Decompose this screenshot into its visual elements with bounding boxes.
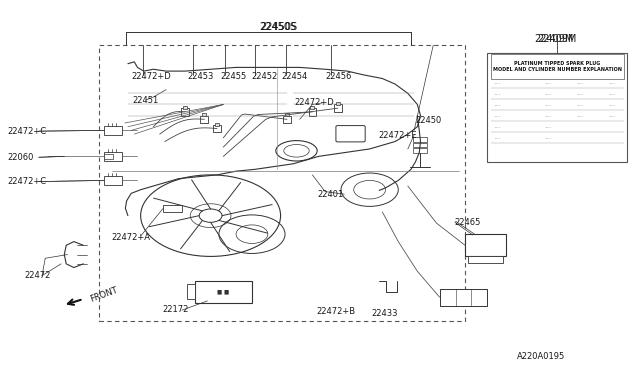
Text: 22472+C: 22472+C xyxy=(7,126,46,136)
Text: ---: --- xyxy=(545,103,552,107)
Text: ---: --- xyxy=(608,103,616,107)
Bar xyxy=(163,205,182,212)
Bar xyxy=(213,125,221,132)
Text: 22450S: 22450S xyxy=(259,22,296,32)
Bar xyxy=(104,154,113,158)
Text: 22472+C: 22472+C xyxy=(7,177,46,186)
Text: 22451: 22451 xyxy=(132,96,159,105)
Bar xyxy=(183,106,187,109)
Text: ---: --- xyxy=(545,81,552,85)
Bar xyxy=(468,256,503,263)
Bar xyxy=(413,142,427,147)
Text: 22455: 22455 xyxy=(221,72,247,81)
Text: ---: --- xyxy=(577,92,584,96)
Bar xyxy=(465,234,506,256)
Text: ---: --- xyxy=(493,137,501,141)
Text: 22452: 22452 xyxy=(252,72,278,81)
Bar xyxy=(334,105,342,112)
Text: 22454: 22454 xyxy=(282,72,308,81)
Text: FRONT: FRONT xyxy=(88,286,118,304)
Bar xyxy=(413,137,427,141)
Text: 22060: 22060 xyxy=(7,153,33,162)
Bar xyxy=(487,52,627,162)
Text: ---: --- xyxy=(577,81,584,85)
Text: 22472+A: 22472+A xyxy=(111,232,150,242)
Text: ---: --- xyxy=(577,114,584,118)
Bar xyxy=(308,108,316,116)
Text: 22450: 22450 xyxy=(415,116,442,125)
Bar xyxy=(285,113,289,116)
Text: 22465: 22465 xyxy=(455,218,481,227)
Text: 22409M: 22409M xyxy=(538,34,577,44)
Bar xyxy=(413,148,427,153)
Text: ---: --- xyxy=(493,81,501,85)
Text: ---: --- xyxy=(493,114,501,118)
Bar xyxy=(215,123,219,126)
Bar xyxy=(440,289,487,307)
Bar xyxy=(310,106,314,109)
Bar xyxy=(336,102,340,105)
Text: 22472+E: 22472+E xyxy=(378,131,417,140)
Bar xyxy=(490,54,624,78)
Text: 22401: 22401 xyxy=(317,190,344,199)
Bar xyxy=(200,116,208,123)
Text: ---: --- xyxy=(493,103,501,107)
Text: ---: --- xyxy=(493,125,501,129)
Text: 22472+D: 22472+D xyxy=(131,72,171,81)
Bar xyxy=(99,45,465,321)
Text: 22433: 22433 xyxy=(372,309,398,318)
Text: ---: --- xyxy=(608,81,616,85)
Text: ---: --- xyxy=(577,103,584,107)
Bar xyxy=(104,176,122,185)
Text: 22172: 22172 xyxy=(163,305,189,314)
Bar xyxy=(283,116,291,123)
Text: ---: --- xyxy=(608,114,616,118)
FancyBboxPatch shape xyxy=(336,126,365,142)
Text: ■ ■: ■ ■ xyxy=(217,289,230,294)
Text: ---: --- xyxy=(545,125,552,129)
Text: ---: --- xyxy=(608,92,616,96)
Text: 22453: 22453 xyxy=(188,72,214,81)
Text: ---: --- xyxy=(493,92,501,96)
Bar xyxy=(181,108,189,116)
Text: 22472+B: 22472+B xyxy=(316,307,355,316)
Bar xyxy=(104,152,122,161)
Bar xyxy=(195,280,252,303)
Text: ---: --- xyxy=(545,92,552,96)
Text: PLATINUM TIPPED SPARK PLUG
MODEL AND CYLINDER NUMBER EXPLANATION: PLATINUM TIPPED SPARK PLUG MODEL AND CYL… xyxy=(493,61,622,72)
Text: 22450S: 22450S xyxy=(260,22,297,32)
Bar xyxy=(104,126,122,135)
Text: ---: --- xyxy=(545,137,552,141)
Bar xyxy=(202,113,206,116)
Text: 22472: 22472 xyxy=(25,271,51,280)
Text: 22472+D: 22472+D xyxy=(294,99,334,108)
Text: ---: --- xyxy=(545,114,552,118)
Text: A220A0195: A220A0195 xyxy=(517,352,566,361)
Bar xyxy=(187,284,195,299)
Text: 22409M: 22409M xyxy=(534,34,574,44)
Text: 22456: 22456 xyxy=(325,72,351,81)
